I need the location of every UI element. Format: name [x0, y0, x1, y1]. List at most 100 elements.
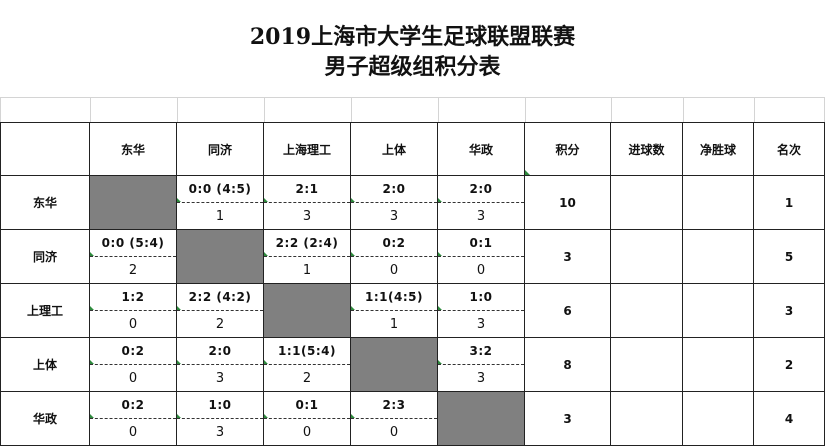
match-result-cell: 1:2 0 — [90, 284, 177, 338]
match-points: 2 — [128, 262, 138, 278]
total-points-cell: 3 — [525, 392, 611, 446]
match-result-cell: 0:2 0 — [90, 392, 177, 446]
team-name-cell: 华政 — [0, 392, 90, 446]
goal-difference-cell — [683, 176, 754, 230]
total-points-cell: 6 — [525, 284, 611, 338]
match-score: 1:0 — [177, 392, 263, 419]
column-header: 积分 — [525, 122, 611, 176]
cell-comment-marker — [264, 252, 268, 256]
goal-difference-cell — [683, 284, 754, 338]
self-match-cell — [177, 230, 264, 284]
self-match-cell — [90, 176, 177, 230]
match-result-cell: 2:0 3 — [351, 176, 438, 230]
rank-cell: 2 — [754, 338, 825, 392]
match-score: 0:1 — [264, 392, 350, 419]
total-points-cell: 3 — [525, 230, 611, 284]
match-score: 2:0 — [438, 176, 524, 203]
total-points-cell: 8 — [525, 338, 611, 392]
match-points: 2 — [302, 370, 312, 386]
match-score: 0:0 (4:5) — [177, 176, 263, 203]
match-score: 1:0 — [438, 284, 524, 311]
cell-comment-marker — [351, 198, 355, 202]
match-points: 0 — [476, 262, 486, 278]
match-points: 0 — [128, 370, 138, 386]
match-result-cell: 0:0 (4:5) 1 — [177, 176, 264, 230]
cell-comment-marker — [351, 306, 355, 310]
goal-difference-cell — [683, 338, 754, 392]
match-result-cell: 3:2 3 — [438, 338, 525, 392]
match-score: 0:2 — [90, 338, 176, 365]
column-header: 名次 — [754, 122, 825, 176]
match-points: 3 — [389, 208, 399, 224]
rank-cell: 5 — [754, 230, 825, 284]
match-points: 2 — [215, 316, 225, 332]
cell-comment-marker — [264, 414, 268, 418]
match-score: 2:3 — [351, 392, 437, 419]
match-score: 1:1(4:5) — [351, 284, 437, 311]
match-score: 2:2 (2:4) — [264, 230, 350, 257]
goals-cell — [611, 176, 683, 230]
gridline — [683, 97, 684, 122]
gridline — [264, 97, 265, 122]
column-header: 华政 — [438, 122, 525, 176]
match-score: 0:2 — [351, 230, 437, 257]
gridline — [0, 97, 1, 122]
gridline — [0, 97, 825, 98]
cell-comment-marker — [177, 360, 181, 364]
match-points: 0 — [302, 424, 312, 440]
match-points: 3 — [215, 424, 225, 440]
cell-comment-marker — [438, 252, 442, 256]
team-name-cell: 上体 — [0, 338, 90, 392]
column-header: 进球数 — [611, 122, 683, 176]
match-result-cell: 1:0 3 — [438, 284, 525, 338]
match-score: 2:1 — [264, 176, 350, 203]
total-points-cell: 10 — [525, 176, 611, 230]
match-points: 3 — [302, 208, 312, 224]
goals-cell — [611, 284, 683, 338]
self-match-cell — [264, 284, 351, 338]
match-result-cell: 2:0 3 — [438, 176, 525, 230]
team-name-cell: 上理工 — [0, 284, 90, 338]
match-points: 0 — [389, 262, 399, 278]
rank-cell: 1 — [754, 176, 825, 230]
column-header: 上海理工 — [264, 122, 351, 176]
match-result-cell: 2:0 3 — [177, 338, 264, 392]
cell-comment-marker — [525, 170, 530, 175]
cell-comment-marker — [177, 198, 181, 202]
match-result-cell: 2:3 0 — [351, 392, 438, 446]
match-result-cell: 2:1 3 — [264, 176, 351, 230]
gridline — [754, 97, 755, 122]
gridline — [611, 97, 612, 122]
cell-comment-marker — [90, 252, 94, 256]
match-points: 1 — [389, 316, 399, 332]
cell-comment-marker — [90, 414, 94, 418]
match-points: 3 — [476, 208, 486, 224]
goal-difference-cell — [683, 230, 754, 284]
match-points: 3 — [476, 370, 486, 386]
cell-comment-marker — [177, 414, 181, 418]
match-points: 3 — [215, 370, 225, 386]
cell-comment-marker — [264, 198, 268, 202]
cell-comment-marker — [351, 414, 355, 418]
match-score: 2:0 — [177, 338, 263, 365]
self-match-cell — [351, 338, 438, 392]
match-points: 0 — [389, 424, 399, 440]
match-points: 0 — [128, 316, 138, 332]
cell-comment-marker — [438, 360, 442, 364]
match-result-cell: 0:2 0 — [90, 338, 177, 392]
cell-comment-marker — [438, 198, 442, 202]
match-points: 3 — [476, 316, 486, 332]
match-result-cell: 2:2 (2:4) 1 — [264, 230, 351, 284]
gridline — [177, 97, 178, 122]
gridline — [90, 97, 91, 122]
sheet-subtitle: 男子超级组积分表 — [324, 54, 501, 80]
rank-cell: 3 — [754, 284, 825, 338]
sheet-title: 2019上海市大学生足球联盟联赛 — [249, 24, 576, 50]
column-header: 净胜球 — [683, 122, 754, 176]
match-result-cell: 0:0 (5:4) 2 — [90, 230, 177, 284]
goals-cell — [611, 338, 683, 392]
team-name-cell: 同济 — [0, 230, 90, 284]
match-result-cell: 2:2 (4:2) 2 — [177, 284, 264, 338]
match-points: 0 — [128, 424, 138, 440]
match-score: 2:0 — [351, 176, 437, 203]
